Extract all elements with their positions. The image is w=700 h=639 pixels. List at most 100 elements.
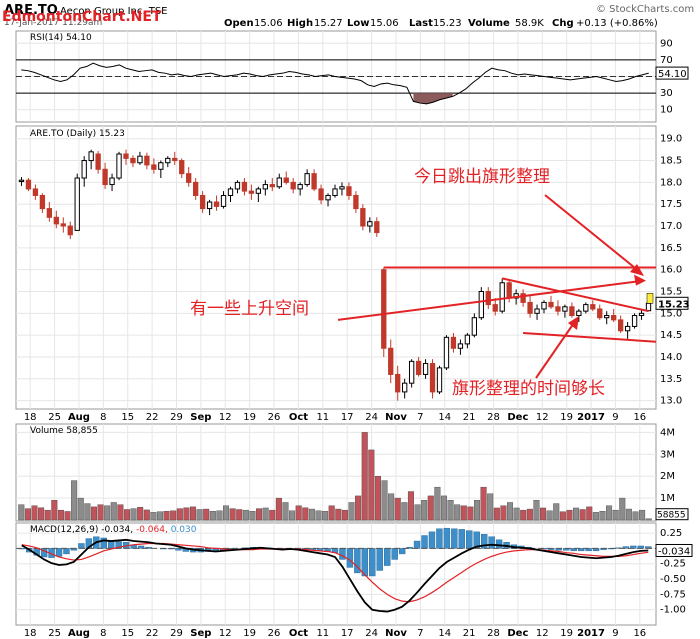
macd-histogram-bar xyxy=(406,546,413,549)
volume-bar xyxy=(223,505,230,521)
candle-body xyxy=(25,179,32,190)
volume-bar xyxy=(374,475,381,521)
macd-histogram-bar xyxy=(55,548,63,557)
duration-arrow-line xyxy=(535,319,577,379)
volume-bar xyxy=(295,505,302,521)
volume-bar xyxy=(421,500,428,521)
volume-bar xyxy=(117,504,124,521)
annotation-breakout: 今日跳出旗形整理 xyxy=(414,167,550,187)
volume-bar xyxy=(434,486,441,521)
rsi-layer xyxy=(16,59,656,105)
volume-bar xyxy=(90,506,97,521)
candle-body xyxy=(144,155,150,166)
candle-body xyxy=(262,184,268,190)
candle-body xyxy=(624,325,631,332)
volume-bar xyxy=(553,503,560,521)
price-tick-label: 18.5 xyxy=(660,156,682,167)
candle-body xyxy=(360,208,366,227)
x-tick-label-bottom: 24 xyxy=(365,628,378,639)
candle-body xyxy=(74,177,80,231)
x-tick-label-bottom: 14 xyxy=(438,628,451,639)
x-tick-label: 12 xyxy=(536,412,549,423)
candle-body xyxy=(402,382,408,393)
x-tick-label: 11 xyxy=(316,412,329,423)
candle-body xyxy=(381,269,387,349)
macd-histogram-bar xyxy=(354,548,361,574)
volume-bar xyxy=(599,511,606,521)
volume-bar xyxy=(335,508,342,521)
candle-body xyxy=(81,160,87,179)
ticker-title: ARE.TO xyxy=(4,3,58,18)
macd-line xyxy=(21,538,649,613)
volume-layer xyxy=(18,432,652,521)
candle-body xyxy=(457,343,464,349)
x-tick-label: 25 xyxy=(48,412,61,423)
volume-bar xyxy=(401,502,408,521)
x-tick-label-bottom: 12 xyxy=(219,628,232,639)
candle-body xyxy=(429,363,436,393)
candle-body xyxy=(18,179,25,183)
flag-lower-line xyxy=(523,331,657,343)
x-tick-label: 12 xyxy=(219,412,232,423)
candle-body xyxy=(548,301,554,308)
candle-body xyxy=(534,308,540,314)
macd-histogram-bar xyxy=(361,548,369,577)
candle-body xyxy=(46,208,53,218)
candle-body xyxy=(388,347,394,375)
x-tick-label-bottom: Oct xyxy=(289,628,308,639)
volume-bar xyxy=(361,432,368,521)
candle-body xyxy=(527,301,533,314)
x-tick-label-bottom: 19 xyxy=(560,628,573,639)
volume-bar xyxy=(57,509,64,521)
macd-histogram-bar xyxy=(421,535,428,549)
price-layer xyxy=(18,149,652,401)
volume-bar xyxy=(467,506,474,521)
candle-body xyxy=(583,304,589,312)
volume-bar xyxy=(612,509,619,521)
volume-bar xyxy=(104,505,111,521)
x-tick-label: 15 xyxy=(121,412,134,423)
x-tick-label: Oct xyxy=(289,412,308,423)
candle-body xyxy=(436,367,443,393)
rsi-title: RSI(14) 54.10 xyxy=(30,33,92,43)
candle-body xyxy=(290,181,296,190)
macd-layer xyxy=(16,527,656,613)
x-tick-label: 8 xyxy=(100,412,106,423)
volume-bar xyxy=(24,508,31,521)
candle-body xyxy=(311,173,317,190)
volume-bar xyxy=(130,508,137,521)
annotation-duration: 旗形整理的时间够长 xyxy=(452,379,605,399)
volume-bar xyxy=(533,500,540,521)
volume-value-tag-text: 58855 xyxy=(657,511,686,521)
price-value-tag xyxy=(655,296,689,310)
candle-body xyxy=(95,153,101,170)
flag-upper-line xyxy=(501,277,649,313)
x-tick-label-bottom: 22 xyxy=(146,628,159,639)
x-tick-label: Dec xyxy=(507,412,528,423)
candle-body xyxy=(485,291,491,306)
candle-body xyxy=(325,194,331,201)
upside-arrowhead xyxy=(634,274,646,286)
upside-arrow-line xyxy=(337,279,645,321)
volume-tick-label: 4M xyxy=(660,427,675,438)
rsi-line xyxy=(21,62,649,105)
candle-body xyxy=(213,201,220,207)
volume-value-tag xyxy=(655,508,689,521)
macd-title-main: MACD(12,26,9) -0.034, xyxy=(30,525,136,535)
x-tick-label: 7 xyxy=(417,412,423,423)
volume-bar xyxy=(407,491,414,521)
volume-bar xyxy=(394,497,401,521)
volume-bar xyxy=(546,510,553,521)
candle-body xyxy=(415,360,422,375)
macd-histogram-bar xyxy=(391,548,398,560)
volume-bar xyxy=(447,500,454,521)
candle-body xyxy=(374,221,380,234)
candle-body xyxy=(32,188,39,196)
volume-bar xyxy=(163,511,170,521)
macd-tick-label: -1.00 xyxy=(660,605,686,616)
axis-ticks: 18 18 25 25 Aug Aug 8 8 15 15 22 22 29 29 Sep Sep 12 12 19… xyxy=(24,38,693,639)
x-tick-label: Sep xyxy=(190,412,211,423)
volume-bar xyxy=(77,497,84,521)
volume-bar xyxy=(203,508,210,521)
volume-bar xyxy=(308,508,315,521)
